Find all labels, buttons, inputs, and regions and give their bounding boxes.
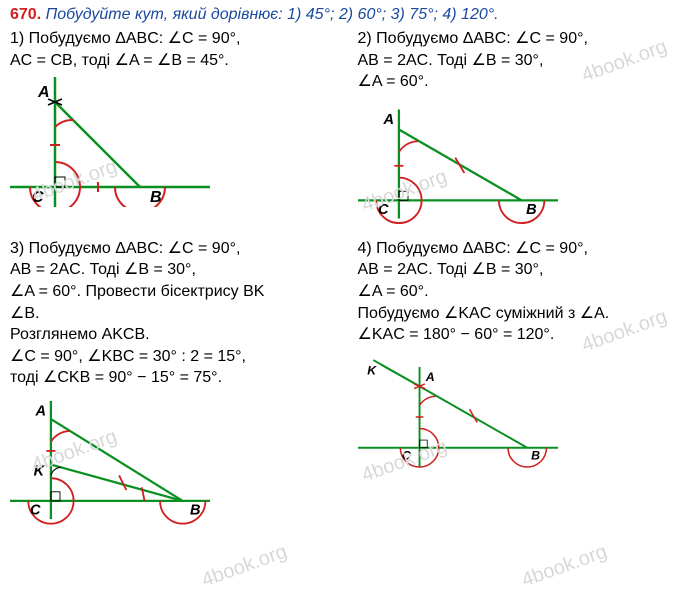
s2-line1: 2) Побудуємо ΔABC: ∠C = 90°, — [358, 28, 686, 50]
problem-statement: Побудуйте кут, який дорівнює: 1) 45°; 2)… — [46, 6, 499, 23]
diagram-1: A C B — [10, 77, 210, 207]
solution-2-text: 2) Побудуємо ΔABC: ∠C = 90°, AB = 2AC. Т… — [358, 28, 686, 93]
s3-line2: AB = 2AC. Тоді ∠B = 30°, — [10, 259, 338, 281]
svg-text:B: B — [150, 189, 162, 206]
s1-line2: AC = CB, тоді ∠A = ∠B = 45°. — [10, 50, 338, 72]
s4-line3: ∠A = 60°. — [358, 281, 686, 303]
solution-4-text: 4) Побудуємо ΔABC: ∠C = 90°, AB = 2AC. Т… — [358, 238, 686, 346]
svg-text:B: B — [526, 202, 537, 218]
s3-line4: ∠B. — [10, 303, 338, 325]
solution-3-text: 3) Побудуємо ΔABC: ∠C = 90°, AB = 2AC. Т… — [10, 238, 338, 389]
diagram-4: A C B K — [358, 352, 558, 482]
svg-text:B: B — [190, 502, 201, 518]
s4-line2: AB = 2AC. Тоді ∠B = 30°, — [358, 259, 686, 281]
s2-line2: AB = 2AC. Тоді ∠B = 30°, — [358, 50, 686, 72]
svg-text:K: K — [367, 363, 377, 377]
s4-line5: ∠KAC = 180° − 60° = 120°. — [358, 324, 686, 346]
svg-text:A: A — [382, 112, 393, 128]
svg-text:C: C — [32, 189, 44, 206]
svg-text:A: A — [37, 84, 50, 101]
diagram-2: A C B — [358, 99, 558, 229]
svg-text:C: C — [378, 202, 389, 218]
svg-text:B: B — [531, 448, 540, 462]
s2-line3: ∠A = 60°. — [358, 71, 686, 93]
solution-1-text: 1) Побудуємо ΔABC: ∠C = 90°, AC = CB, то… — [10, 28, 338, 71]
watermark: 4book.org — [199, 540, 290, 592]
watermark: 4book.org — [519, 540, 610, 592]
problem-header: 670. Побудуйте кут, який дорівнює: 1) 45… — [10, 6, 685, 24]
s4-line1: 4) Побудуємо ΔABC: ∠C = 90°, — [358, 238, 686, 260]
s3-line1: 3) Побудуємо ΔABC: ∠C = 90°, — [10, 238, 338, 260]
s3-line6: ∠C = 90°, ∠KBC = 30° : 2 = 15°, — [10, 346, 338, 368]
svg-text:C: C — [30, 502, 41, 518]
s3-line7: тоді ∠CKB = 90° − 15° = 75°. — [10, 367, 338, 389]
diagram-3: A C B K — [10, 395, 210, 525]
svg-text:K: K — [34, 463, 46, 479]
s3-line3: ∠A = 60°. Провести бісектрису BK — [10, 281, 338, 303]
s1-line1: 1) Побудуємо ΔABC: ∠C = 90°, — [10, 28, 338, 50]
problem-number: 670. — [10, 6, 41, 23]
s3-line5: Розглянемо AKCB. — [10, 324, 338, 346]
svg-text:A: A — [34, 403, 46, 419]
svg-text:C: C — [401, 448, 411, 462]
s4-line4: Побудуємо ∠KAC суміжний з ∠A. — [358, 303, 686, 325]
svg-text:A: A — [424, 370, 434, 384]
